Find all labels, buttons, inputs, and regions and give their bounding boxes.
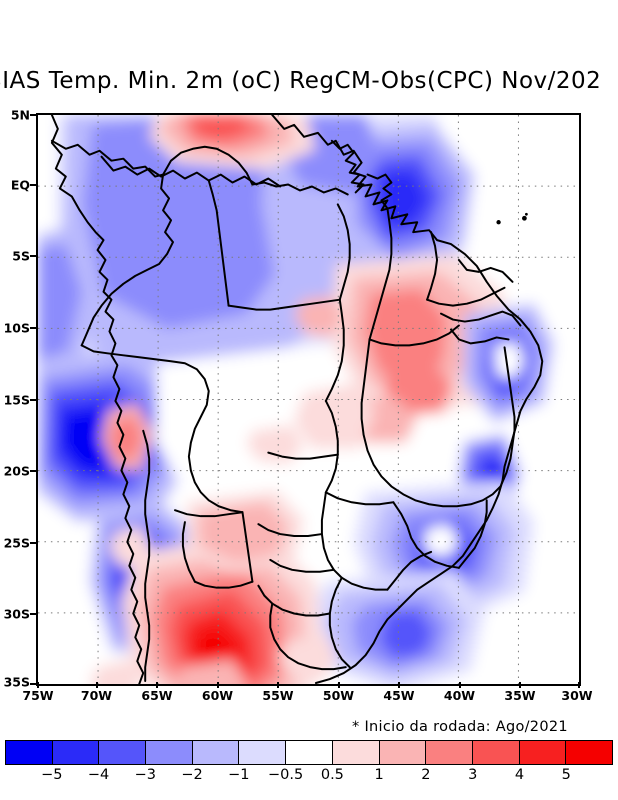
y-tick-mark — [30, 183, 36, 186]
x-tick-mark — [398, 682, 400, 688]
run-start-note: * Inicio da rodada: Ago/2021 — [352, 719, 568, 735]
x-tick-label: 55W — [262, 688, 294, 703]
colorbar-segment-8 — [379, 741, 427, 764]
colorbar-tick-label: −1 — [228, 767, 250, 783]
x-tick-label: 45W — [383, 688, 415, 703]
page-title: BIAS Temp. Min. 2m (oC) RegCM-Obs(CPC) N… — [0, 68, 602, 94]
x-tick-label: 35W — [504, 688, 536, 703]
y-axis: 5N EQ 5S 10S 15S 20S 25S 30S 35S — [0, 108, 36, 690]
y-tick-mark — [30, 613, 36, 616]
y-tick-label: 15S — [3, 392, 30, 407]
colorbar-segment-4 — [192, 741, 240, 764]
colorbar-tick-label: 3 — [468, 767, 478, 783]
colorbar-tick-label: −0.5 — [268, 767, 304, 783]
y-tick-label: 35S — [3, 674, 30, 690]
x-tick-mark — [37, 682, 39, 688]
colorbar-tick-label: 2 — [421, 767, 431, 783]
colorbar-labels: −5 −4 −3 −2 −1 −0.5 0.5 1 2 3 4 5 — [5, 767, 613, 787]
colorbar-segment-6 — [286, 741, 333, 764]
colorbar-tick-label: −5 — [41, 767, 63, 783]
x-tick-mark — [95, 682, 98, 688]
x-tick-label: 75W — [22, 688, 54, 703]
y-tick-mark — [30, 326, 36, 329]
x-tick-mark — [156, 682, 158, 688]
colorbar-segment-5 — [239, 741, 287, 764]
colorbar-tick-label: −2 — [181, 767, 203, 783]
colorbar-segment-11 — [519, 741, 567, 764]
y-tick-mark — [30, 398, 36, 401]
x-tick-mark — [519, 682, 521, 688]
x-tick-label: 40W — [443, 688, 476, 703]
colorbar-segment-1 — [52, 741, 100, 764]
colorbar-tick-label: 1 — [374, 767, 384, 783]
colorbar-segment-9 — [426, 741, 473, 764]
colorbar-segment-7 — [332, 741, 380, 764]
colorbar-tick-label: −4 — [87, 767, 110, 783]
y-tick-label: 25S — [3, 535, 30, 551]
y-tick-label: 5S — [12, 248, 30, 264]
colorbar-segment-0 — [6, 741, 53, 764]
y-tick-label: 10S — [3, 320, 30, 336]
colorbar-segment-10 — [472, 741, 520, 764]
y-tick-mark — [30, 255, 36, 258]
x-axis: 75W 70W 65W 60W 55W 50W 45W 40W 35W 30W — [22, 682, 593, 708]
bias-contour-field — [38, 115, 579, 684]
y-tick-mark — [30, 541, 36, 544]
colorbar-tick-label: 4 — [514, 767, 525, 783]
x-tick-mark — [458, 682, 461, 688]
x-tick-label: 70W — [80, 688, 113, 703]
x-tick-label: 65W — [141, 688, 173, 703]
y-tick-label: EQ — [10, 177, 30, 193]
y-tick-mark — [30, 470, 36, 473]
x-tick-mark — [337, 682, 340, 688]
colorbar-tick-label: 0.5 — [320, 767, 344, 783]
y-tick-label: 30S — [3, 606, 30, 622]
y-tick-label: 20S — [3, 463, 30, 479]
x-tick-label: 50W — [322, 688, 355, 703]
x-tick-label: 30W — [561, 688, 593, 703]
x-tick-mark — [578, 682, 580, 688]
colorbar[interactable] — [5, 740, 613, 765]
y-tick-label: 5N — [10, 107, 30, 123]
colorbar-tick-label: −3 — [134, 767, 156, 783]
x-tick-mark — [277, 682, 279, 688]
colorbar-tick-label: 5 — [561, 767, 571, 783]
map-plot-area — [36, 113, 581, 686]
colorbar-segment-3 — [146, 741, 193, 764]
colorbar-segment-2 — [99, 741, 147, 764]
colorbar-segment-12 — [566, 741, 612, 764]
y-tick-mark — [30, 114, 36, 116]
x-tick-mark — [216, 682, 219, 688]
y-tick-mark — [30, 683, 36, 685]
x-tick-label: 60W — [201, 688, 234, 703]
